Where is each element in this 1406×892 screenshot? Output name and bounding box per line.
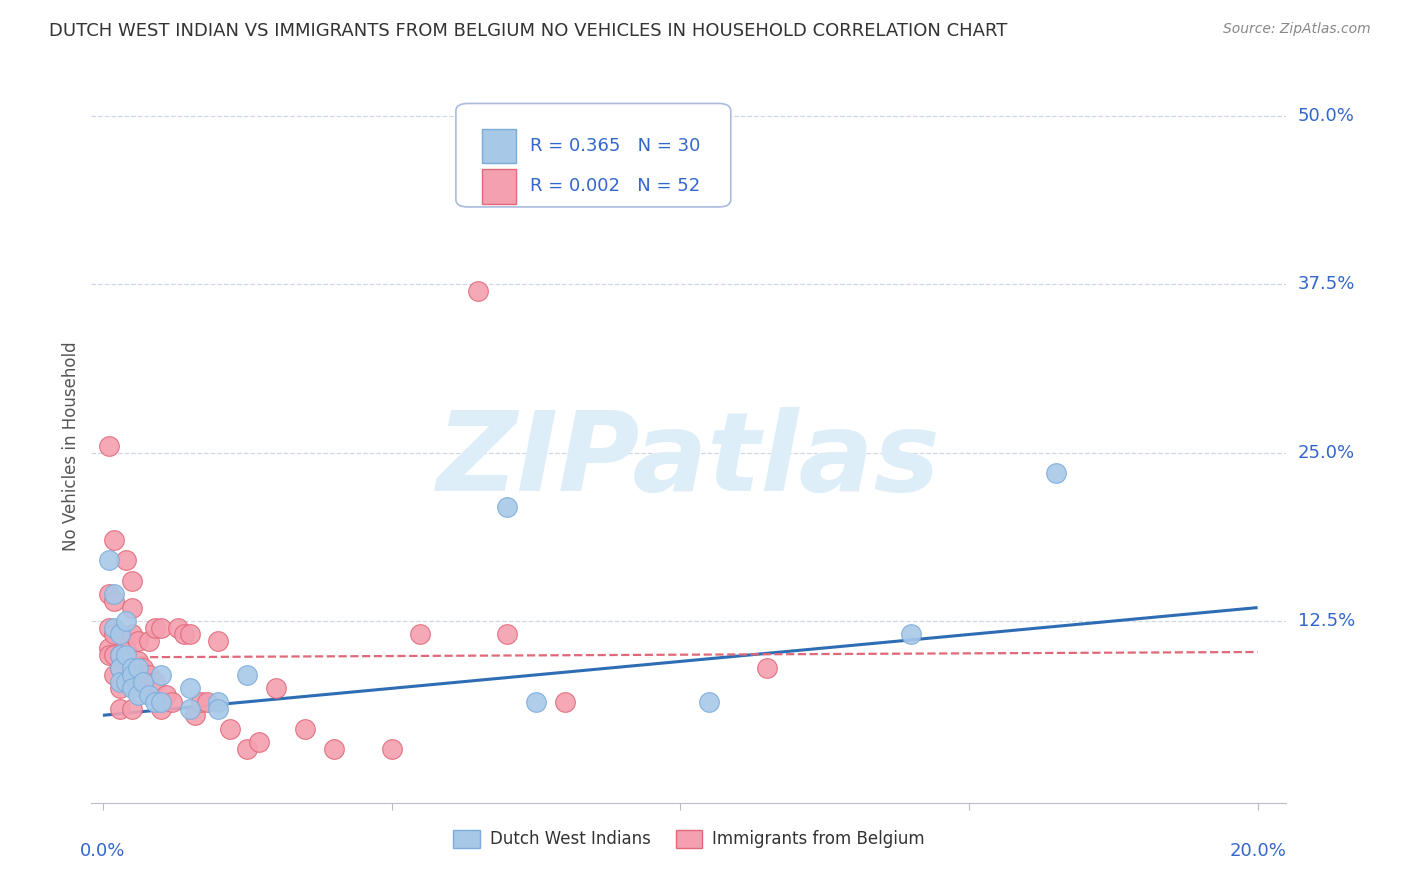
Point — [110, 701, 132, 715]
Point — [219, 722, 242, 736]
Point — [121, 661, 143, 675]
Point — [97, 553, 120, 567]
Point — [381, 742, 404, 756]
Point — [103, 621, 125, 635]
Point — [121, 627, 143, 641]
Point — [173, 627, 195, 641]
Text: DUTCH WEST INDIAN VS IMMIGRANTS FROM BELGIUM NO VEHICLES IN HOUSEHOLD CORRELATIO: DUTCH WEST INDIAN VS IMMIGRANTS FROM BEL… — [49, 22, 1008, 40]
Point — [127, 634, 149, 648]
Point — [1045, 466, 1067, 480]
Point — [121, 574, 143, 588]
Point — [103, 668, 125, 682]
Point — [179, 627, 201, 641]
Point — [115, 640, 138, 655]
Point — [149, 701, 172, 715]
Point — [264, 681, 287, 696]
Point — [115, 553, 138, 567]
Y-axis label: No Vehicles in Household: No Vehicles in Household — [62, 341, 80, 551]
Text: 25.0%: 25.0% — [1298, 443, 1355, 462]
Point — [97, 640, 120, 655]
Point — [697, 695, 720, 709]
Point — [160, 695, 183, 709]
Point — [236, 742, 259, 756]
Point — [496, 627, 519, 641]
Point — [190, 695, 212, 709]
Text: 37.5%: 37.5% — [1298, 276, 1355, 293]
Point — [97, 621, 120, 635]
Point — [115, 648, 138, 662]
Text: 0.0%: 0.0% — [80, 842, 125, 860]
Text: 50.0%: 50.0% — [1298, 107, 1354, 125]
Point — [127, 688, 149, 702]
Point — [103, 627, 125, 641]
Point — [121, 681, 143, 696]
FancyBboxPatch shape — [456, 103, 731, 207]
Point — [207, 701, 229, 715]
Point — [121, 600, 143, 615]
Point — [247, 735, 270, 749]
Point — [149, 668, 172, 682]
Point — [132, 661, 155, 675]
Point — [132, 674, 155, 689]
Point — [155, 688, 177, 702]
Point — [409, 627, 432, 641]
Point — [236, 668, 259, 682]
Point — [103, 533, 125, 548]
Point — [127, 655, 149, 669]
Point — [121, 668, 143, 682]
Point — [103, 648, 125, 662]
Point — [127, 661, 149, 675]
Point — [143, 695, 166, 709]
Point — [138, 668, 160, 682]
Text: ZIPatlas: ZIPatlas — [437, 407, 941, 514]
Point — [121, 701, 143, 715]
Legend: Dutch West Indians, Immigrants from Belgium: Dutch West Indians, Immigrants from Belg… — [446, 823, 932, 855]
Point — [115, 674, 138, 689]
Point — [554, 695, 576, 709]
Point — [103, 587, 125, 601]
Text: Source: ZipAtlas.com: Source: ZipAtlas.com — [1223, 22, 1371, 37]
Point — [143, 674, 166, 689]
Point — [97, 648, 120, 662]
Point — [207, 695, 229, 709]
Text: 12.5%: 12.5% — [1298, 612, 1355, 630]
Point — [110, 648, 132, 662]
Point — [138, 688, 160, 702]
Point — [132, 681, 155, 696]
Point — [167, 621, 190, 635]
FancyBboxPatch shape — [482, 129, 516, 163]
Point — [110, 648, 132, 662]
Point — [524, 695, 547, 709]
Point — [322, 742, 344, 756]
Point — [195, 695, 218, 709]
Text: 20.0%: 20.0% — [1229, 842, 1286, 860]
Point — [110, 627, 132, 641]
Text: R = 0.002   N = 52: R = 0.002 N = 52 — [530, 178, 700, 195]
Point — [207, 634, 229, 648]
Point — [115, 614, 138, 628]
Point — [110, 681, 132, 696]
Point — [149, 695, 172, 709]
Point — [179, 681, 201, 696]
Point — [184, 708, 207, 723]
Point — [143, 621, 166, 635]
Point — [103, 594, 125, 608]
Point — [179, 701, 201, 715]
Point — [97, 587, 120, 601]
FancyBboxPatch shape — [482, 169, 516, 203]
Point — [110, 661, 132, 675]
Point — [115, 674, 138, 689]
Point — [467, 284, 489, 298]
Point — [149, 621, 172, 635]
Point — [496, 500, 519, 514]
Point — [138, 634, 160, 648]
Text: R = 0.365   N = 30: R = 0.365 N = 30 — [530, 137, 700, 155]
Point — [110, 674, 132, 689]
Point — [97, 439, 120, 453]
Point — [294, 722, 316, 736]
Point — [900, 627, 922, 641]
Point — [755, 661, 778, 675]
Point — [110, 661, 132, 675]
